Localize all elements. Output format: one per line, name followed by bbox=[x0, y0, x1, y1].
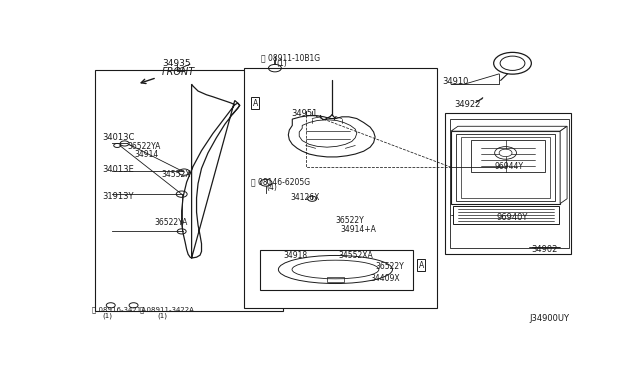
Text: J34900UY: J34900UY bbox=[529, 314, 569, 323]
Text: 36522YA: 36522YA bbox=[154, 218, 188, 227]
Text: 34552XA: 34552XA bbox=[338, 251, 372, 260]
Polygon shape bbox=[451, 126, 567, 131]
Polygon shape bbox=[260, 250, 413, 289]
Polygon shape bbox=[560, 126, 567, 203]
Text: 31913Y: 31913Y bbox=[102, 192, 134, 201]
Text: (1): (1) bbox=[276, 59, 287, 68]
Text: 34126X: 34126X bbox=[291, 193, 320, 202]
Circle shape bbox=[500, 56, 525, 70]
Bar bbox=[449, 119, 568, 248]
Text: 96940Y: 96940Y bbox=[497, 214, 528, 222]
Text: Ⓜ 08916-3421A: Ⓜ 08916-3421A bbox=[92, 306, 147, 313]
Text: 34935: 34935 bbox=[163, 59, 191, 68]
Text: A: A bbox=[419, 261, 424, 270]
Text: 34914+A: 34914+A bbox=[340, 225, 376, 234]
Text: (4): (4) bbox=[266, 183, 277, 192]
Text: 36522YA: 36522YA bbox=[127, 142, 161, 151]
Text: 34409X: 34409X bbox=[370, 273, 400, 283]
Text: Ⓝ 08911-3422A: Ⓝ 08911-3422A bbox=[140, 306, 193, 313]
Bar bbox=[244, 68, 437, 308]
Text: Ⓝ 08911-10B1G: Ⓝ 08911-10B1G bbox=[261, 53, 320, 62]
Text: 34910: 34910 bbox=[442, 77, 468, 86]
Text: 36522Y: 36522Y bbox=[335, 216, 364, 225]
Text: 36522Y: 36522Y bbox=[375, 262, 404, 271]
Text: 34951: 34951 bbox=[292, 109, 318, 118]
Circle shape bbox=[499, 149, 512, 157]
Bar bbox=[95, 70, 284, 311]
Text: 34013C: 34013C bbox=[102, 133, 134, 142]
Polygon shape bbox=[453, 206, 559, 224]
Text: (1): (1) bbox=[102, 312, 113, 318]
Text: A: A bbox=[252, 99, 258, 108]
Text: (1): (1) bbox=[157, 312, 167, 318]
Polygon shape bbox=[451, 131, 560, 203]
Bar bbox=[327, 277, 344, 282]
Text: 34902: 34902 bbox=[531, 245, 557, 254]
Polygon shape bbox=[182, 84, 240, 258]
Bar bbox=[445, 113, 571, 254]
Text: 34914: 34914 bbox=[134, 150, 159, 160]
Text: 34922: 34922 bbox=[454, 100, 481, 109]
Text: Ⓑ 08146-6205G: Ⓑ 08146-6205G bbox=[251, 178, 310, 187]
Text: FRONT: FRONT bbox=[162, 67, 195, 77]
Text: 34918: 34918 bbox=[284, 251, 307, 260]
Text: 34552X: 34552X bbox=[162, 170, 191, 179]
Text: 96944Y: 96944Y bbox=[494, 162, 523, 171]
Text: 34013E: 34013E bbox=[102, 165, 134, 174]
Polygon shape bbox=[288, 116, 375, 157]
